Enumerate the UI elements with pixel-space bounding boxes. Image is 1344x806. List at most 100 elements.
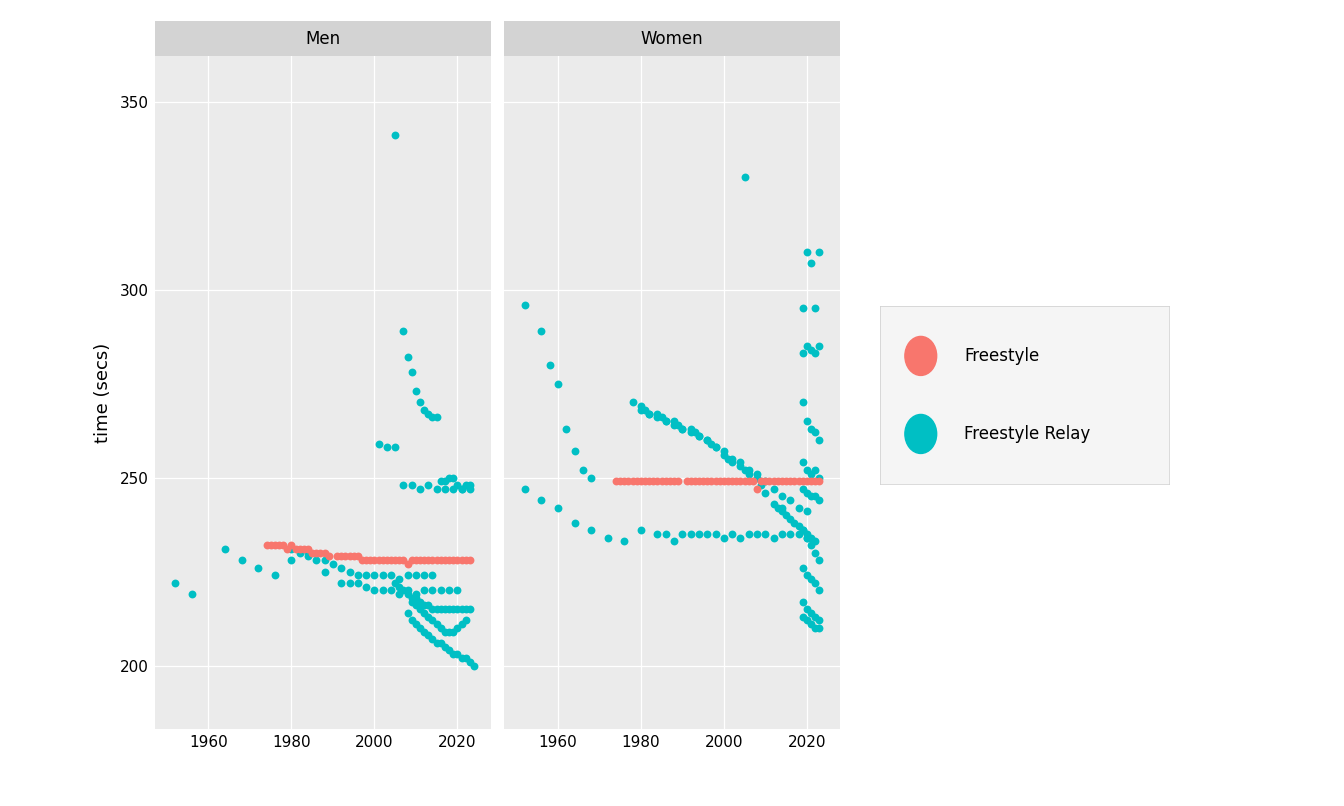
Point [405,588,426,600]
Bar [155,22,491,56]
Point [442,648,464,661]
Point [442,482,464,495]
Point [680,475,702,488]
Point [718,475,739,488]
Point [664,475,685,488]
Point [792,561,813,574]
Point [754,486,775,499]
Point [368,437,390,450]
Point [547,501,569,514]
Point [351,554,372,567]
Point [796,531,817,544]
Point [414,625,435,638]
Point [796,603,817,616]
Point [796,475,817,488]
Point [405,617,426,630]
Point [655,475,676,488]
Point [460,482,481,495]
Point [796,246,817,259]
Point [426,482,448,495]
Point [446,621,468,634]
Point [792,302,813,315]
Point [581,471,602,484]
Ellipse shape [905,414,937,454]
Point [454,554,476,567]
Point [281,554,302,567]
Point [796,414,817,427]
Text: Freestyle: Freestyle [964,347,1039,365]
Point [800,606,821,619]
Point [297,542,319,555]
Point [708,475,730,488]
Point [450,617,472,630]
Point [422,554,444,567]
Point [730,531,751,544]
Point [800,538,821,551]
Point [809,554,831,567]
Point [442,625,464,638]
Point [788,527,809,540]
Point [754,475,775,488]
Point [804,463,825,476]
Point [410,595,431,608]
Point [718,452,739,465]
Point [646,527,668,540]
Point [800,531,821,544]
Point [650,411,672,424]
Point [804,302,825,315]
Point [414,569,435,582]
Point [331,561,352,574]
Point [446,648,468,661]
Point [738,475,759,488]
Point [422,633,444,646]
Point [418,599,439,612]
Point [323,558,344,571]
Point [771,527,793,540]
Point [396,569,418,582]
Point [454,603,476,616]
Point [804,426,825,438]
Point [780,493,801,506]
Point [684,475,706,488]
Point [376,441,398,454]
Point [738,463,759,476]
Point [539,359,560,372]
Point [788,501,809,514]
Point [804,347,825,360]
Point [672,422,694,435]
Point [563,445,585,458]
Text: Freestyle Relay: Freestyle Relay [964,425,1090,443]
Point [426,603,448,616]
Point [696,527,718,540]
Point [450,651,472,664]
Point [738,467,759,480]
Point [314,546,336,559]
Point [618,475,640,488]
Point [450,482,472,495]
Point [355,554,376,567]
Point [630,524,652,537]
Point [164,576,185,589]
Point [438,584,460,596]
Point [714,475,735,488]
Point [573,463,594,476]
Point [792,456,813,469]
Point [314,554,336,567]
Point [301,546,323,559]
Point [269,538,290,551]
Point [347,576,368,589]
Point [796,527,817,540]
Point [380,584,402,596]
Point [434,603,456,616]
Point [638,407,660,420]
Point [696,434,718,447]
Point [646,475,668,488]
Point [414,403,435,416]
Point [247,561,269,574]
Point [401,592,422,604]
Point [784,475,805,488]
Point [634,403,656,416]
Point [809,621,831,634]
Bar [504,22,840,56]
Point [734,475,755,488]
